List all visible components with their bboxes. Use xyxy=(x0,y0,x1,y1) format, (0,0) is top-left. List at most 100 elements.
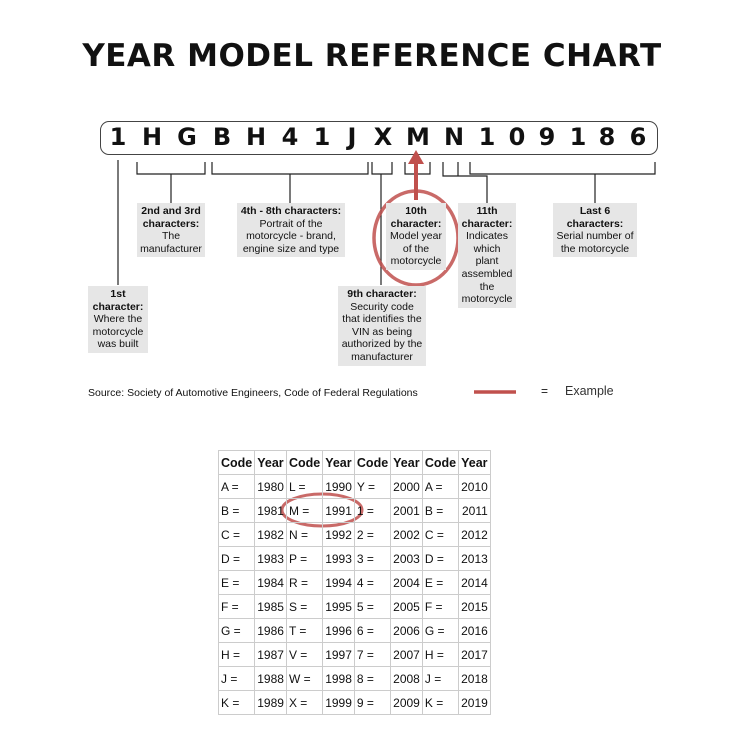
year-cell: 2006 xyxy=(390,618,423,643)
table-header-cell: Year xyxy=(322,450,355,475)
vin-character: 1 xyxy=(569,123,587,151)
vin-character: B xyxy=(212,123,232,151)
code-cell: W = xyxy=(285,666,324,691)
label-11th-character: 11th character: Indicates which plant ass… xyxy=(458,203,516,308)
year-cell: 2004 xyxy=(390,570,423,595)
code-cell: 4 = xyxy=(353,570,392,595)
vin-character: 8 xyxy=(598,123,616,151)
code-cell: E = xyxy=(421,570,460,595)
label-9th-character: 9th character: Security code that identif… xyxy=(338,286,426,366)
table-header-cell: Code xyxy=(353,450,392,475)
table-row: G = 1986 T = 1996 6 = 2006 G = 2016 xyxy=(217,618,491,643)
year-cell: 1988 xyxy=(254,666,287,691)
year-cell: 1993 xyxy=(322,546,355,571)
year-cell: 2014 xyxy=(458,570,491,595)
table-row: K = 1989 X = 1999 9 = 2009 K = 2019 xyxy=(217,690,491,715)
year-cell: 2019 xyxy=(458,690,491,715)
arrow-head-icon xyxy=(408,150,424,164)
code-cell: 6 = xyxy=(353,618,392,643)
vin-character: J xyxy=(347,123,357,151)
year-cell: 1999 xyxy=(322,690,355,715)
year-cell: 1984 xyxy=(254,570,287,595)
source-note: Source: Society of Automotive Engineers,… xyxy=(88,387,418,399)
code-cell: D = xyxy=(217,546,256,571)
vin-character: 1 xyxy=(478,123,496,151)
year-cell: 2011 xyxy=(458,498,491,523)
label-4th-8th-characters: 4th - 8th characters: Portrait of the mot… xyxy=(237,203,345,258)
year-cell: 2010 xyxy=(458,474,491,499)
year-cell: 2016 xyxy=(458,618,491,643)
year-cell: 2017 xyxy=(458,642,491,667)
vin-character: H xyxy=(141,123,163,151)
table-row: B = 1981 M = 1991 1 = 2001 B = 2011 xyxy=(217,498,491,523)
table-row: A = 1980 L = 1990 Y = 2000 A = 2010 xyxy=(217,474,491,499)
code-cell: 1 = xyxy=(353,498,392,523)
code-cell: J = xyxy=(421,666,460,691)
code-cell: K = xyxy=(421,690,460,715)
code-cell: 7 = xyxy=(353,642,392,667)
connector-2nd-3rd xyxy=(136,162,206,203)
year-cell: 1997 xyxy=(322,642,355,667)
year-cell: 2018 xyxy=(458,666,491,691)
legend-equals: = xyxy=(541,384,549,398)
vin-character: M xyxy=(406,123,430,151)
year-cell: 2008 xyxy=(390,666,423,691)
code-cell: M = xyxy=(285,498,324,523)
table-header-cell: Year xyxy=(390,450,423,475)
code-cell: A = xyxy=(421,474,460,499)
code-cell: R = xyxy=(285,570,324,595)
year-cell: 1982 xyxy=(254,522,287,547)
vin-character: H xyxy=(245,123,267,151)
year-code-table: Code Year Code Year Code Year Code Year A = 1980… xyxy=(217,450,491,715)
year-cell: 1995 xyxy=(322,594,355,619)
table-header-cell: Year xyxy=(458,450,491,475)
code-cell: A = xyxy=(217,474,256,499)
vin-character: G xyxy=(177,123,197,151)
code-cell: F = xyxy=(421,594,460,619)
code-cell: B = xyxy=(217,498,256,523)
page-title: YEAR MODEL REFERENCE CHART xyxy=(82,38,662,74)
code-cell: S = xyxy=(285,594,324,619)
vin-character: N xyxy=(443,123,465,151)
table-header-cell: Code xyxy=(217,450,256,475)
year-cell: 1980 xyxy=(254,474,287,499)
connector-11th xyxy=(442,162,488,203)
year-cell: 2005 xyxy=(390,594,423,619)
table-row: D = 1983 P = 1993 3 = 2003 D = 2013 xyxy=(217,546,491,571)
vin-box xyxy=(100,121,658,155)
year-cell: 2007 xyxy=(390,642,423,667)
code-cell: D = xyxy=(421,546,460,571)
vin-character: 0 xyxy=(508,123,526,151)
vin-character: 9 xyxy=(538,123,556,151)
code-cell: 9 = xyxy=(353,690,392,715)
code-cell: H = xyxy=(421,642,460,667)
code-cell: Y = xyxy=(353,474,392,499)
table-row: H = 1987 V = 1997 7 = 2007 H = 2017 xyxy=(217,642,491,667)
code-cell: C = xyxy=(421,522,460,547)
table-row: E = 1984 R = 1994 4 = 2004 E = 2014 xyxy=(217,570,491,595)
code-cell: V = xyxy=(285,642,324,667)
year-cell: 2009 xyxy=(390,690,423,715)
code-cell: H = xyxy=(217,642,256,667)
year-cell: 1998 xyxy=(322,666,355,691)
year-cell: 2001 xyxy=(390,498,423,523)
code-cell: 8 = xyxy=(353,666,392,691)
year-cell: 1989 xyxy=(254,690,287,715)
year-cell: 1996 xyxy=(322,618,355,643)
year-cell: 1992 xyxy=(322,522,355,547)
year-cell: 2015 xyxy=(458,594,491,619)
label-2nd-3rd-characters: 2nd and 3rd characters: The manufacturer xyxy=(137,203,205,258)
label-1st-character: 1st character: Where the motorcycle was b… xyxy=(88,286,148,353)
vin-character: X xyxy=(373,123,393,151)
year-cell: 2003 xyxy=(390,546,423,571)
connector-last-6 xyxy=(469,162,656,203)
table-row: C = 1982 N = 1992 2 = 2002 C = 2012 xyxy=(217,522,491,547)
year-cell: 2013 xyxy=(458,546,491,571)
code-cell: F = xyxy=(217,594,256,619)
vin-character: 4 xyxy=(281,123,299,151)
year-cell: 1986 xyxy=(254,618,287,643)
code-cell: L = xyxy=(285,474,324,499)
year-cell: 1990 xyxy=(322,474,355,499)
code-cell: B = xyxy=(421,498,460,523)
